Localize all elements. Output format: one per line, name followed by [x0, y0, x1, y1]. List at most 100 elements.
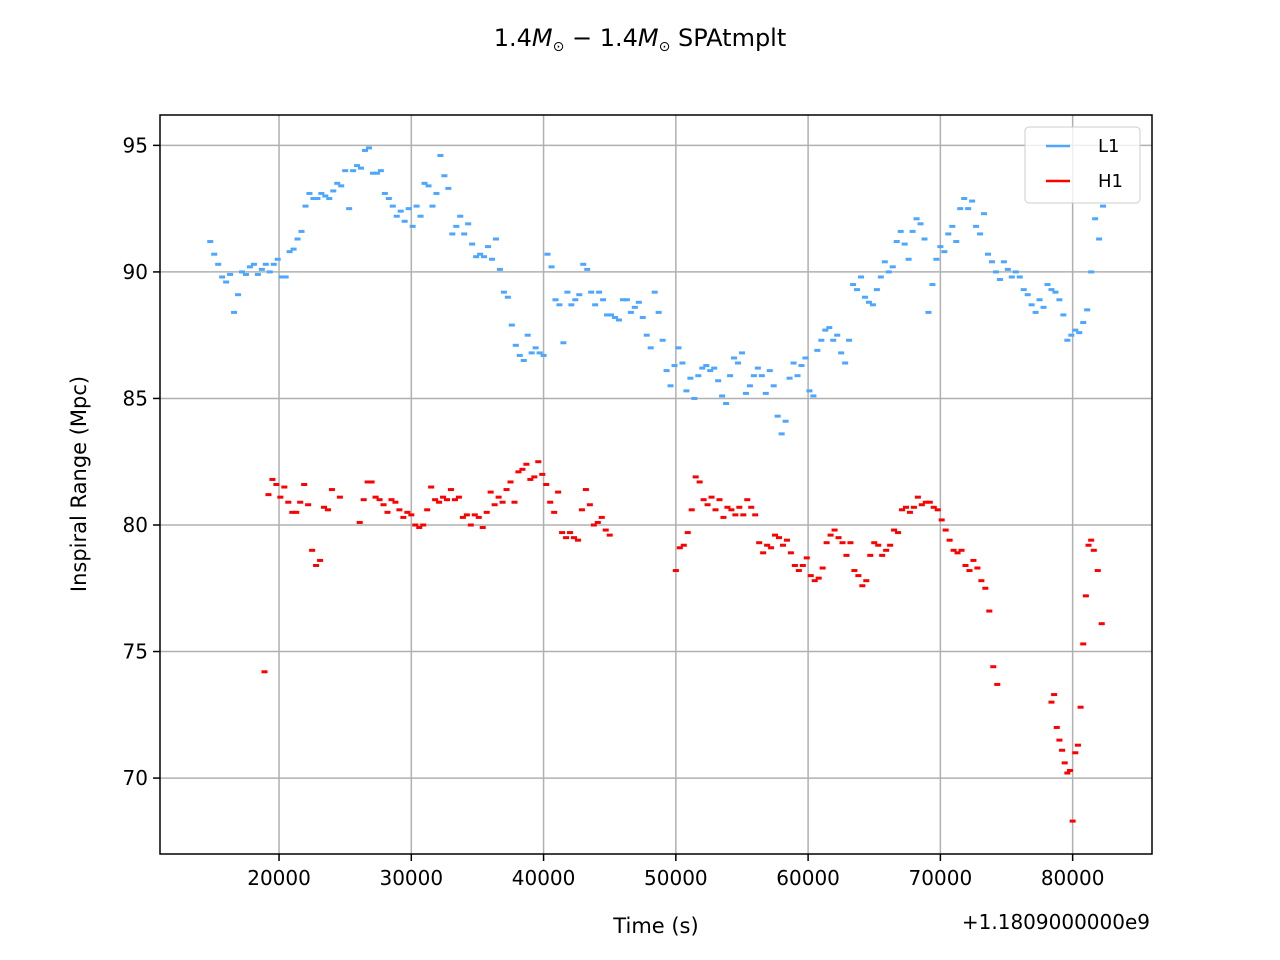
- data-point-h1: [982, 586, 989, 590]
- data-point-l1: [548, 265, 555, 269]
- data-point-l1: [917, 222, 924, 226]
- data-point-h1: [515, 470, 522, 474]
- data-point-h1: [910, 505, 917, 509]
- data-point-h1: [776, 536, 783, 540]
- data-point-l1: [1028, 303, 1035, 307]
- data-point-l1: [1064, 338, 1071, 342]
- data-point-h1: [273, 483, 280, 486]
- data-point-l1: [1060, 313, 1067, 317]
- data-point-l1: [818, 338, 825, 342]
- data-point-l1: [429, 204, 436, 208]
- data-point-h1: [328, 488, 335, 492]
- data-point-l1: [723, 402, 730, 406]
- data-point-l1: [1004, 267, 1011, 271]
- data-point-h1: [676, 546, 683, 550]
- data-point-h1: [962, 563, 969, 567]
- data-point-h1: [906, 510, 913, 514]
- data-point-l1: [953, 240, 960, 244]
- data-point-h1: [1085, 543, 1092, 547]
- data-point-l1: [350, 169, 357, 173]
- data-point-h1: [432, 498, 439, 502]
- data-point-h1: [491, 503, 498, 507]
- x-tick-label: 40000: [512, 866, 576, 890]
- data-point-h1: [871, 541, 878, 545]
- data-point-h1: [950, 548, 957, 552]
- data-point-h1: [563, 536, 570, 540]
- data-point-l1: [1044, 283, 1051, 287]
- data-point-l1: [802, 356, 809, 360]
- data-point-h1: [720, 515, 727, 519]
- data-point-h1: [309, 548, 316, 552]
- data-point-l1: [719, 394, 726, 398]
- data-point-l1: [242, 272, 249, 276]
- data-point-l1: [258, 267, 265, 271]
- data-point-h1: [867, 553, 874, 557]
- data-point-l1: [239, 270, 246, 274]
- data-point-l1: [421, 181, 428, 185]
- data-point-l1: [750, 374, 757, 378]
- data-point-h1: [891, 528, 898, 532]
- data-point-h1: [827, 533, 834, 537]
- data-point-h1: [1066, 768, 1073, 772]
- data-point-l1: [758, 374, 765, 378]
- legend-l1-label: L1: [1098, 136, 1119, 157]
- data-point-l1: [790, 361, 797, 365]
- data-point-h1: [791, 563, 798, 567]
- data-point-l1: [1040, 305, 1047, 309]
- data-point-h1: [539, 472, 546, 476]
- data-point-h1: [938, 518, 945, 522]
- data-point-h1: [1064, 771, 1071, 775]
- data-point-h1: [503, 488, 510, 492]
- data-point-h1: [914, 495, 921, 499]
- data-point-l1: [651, 290, 658, 294]
- data-point-l1: [1024, 293, 1031, 297]
- data-point-h1: [958, 548, 965, 552]
- data-point-l1: [417, 214, 424, 218]
- data-point-h1: [277, 495, 284, 499]
- data-point-h1: [392, 500, 399, 504]
- data-point-l1: [929, 283, 936, 287]
- data-point-h1: [787, 551, 794, 555]
- data-point-l1: [572, 298, 579, 302]
- data-point-l1: [798, 364, 805, 368]
- data-point-l1: [731, 356, 738, 360]
- data-point-h1: [324, 508, 331, 512]
- data-point-l1: [873, 288, 880, 292]
- data-point-l1: [1088, 270, 1095, 274]
- data-point-h1: [1094, 569, 1101, 573]
- data-point-l1: [215, 262, 222, 266]
- data-point-h1: [388, 498, 395, 502]
- data-point-h1: [740, 513, 747, 517]
- data-point-l1: [778, 432, 785, 436]
- data-point-h1: [293, 510, 300, 514]
- data-point-h1: [265, 493, 272, 497]
- data-point-h1: [384, 510, 391, 514]
- x-tick-label: 70000: [909, 866, 973, 890]
- data-point-h1: [372, 495, 379, 499]
- data-point-h1: [447, 488, 454, 492]
- data-point-l1: [675, 346, 682, 350]
- data-point-l1: [973, 224, 980, 228]
- data-point-h1: [459, 515, 466, 519]
- data-point-h1: [436, 500, 443, 504]
- data-point-h1: [716, 498, 723, 502]
- data-point-l1: [1096, 237, 1103, 241]
- data-point-l1: [445, 186, 452, 190]
- legend: L1 H1: [1024, 126, 1141, 204]
- data-point-l1: [611, 315, 618, 319]
- data-point-h1: [1053, 725, 1060, 729]
- data-point-h1: [590, 523, 597, 527]
- data-point-h1: [483, 510, 490, 514]
- data-point-h1: [902, 505, 909, 509]
- data-point-h1: [760, 551, 767, 555]
- x-tick-label: 20000: [247, 866, 311, 890]
- data-point-l1: [703, 364, 710, 368]
- data-point-l1: [302, 204, 309, 208]
- data-point-h1: [803, 556, 810, 560]
- data-point-h1: [692, 475, 699, 479]
- data-point-l1: [540, 353, 547, 357]
- data-point-l1: [556, 303, 563, 307]
- data-point-l1: [981, 212, 988, 216]
- data-point-l1: [552, 298, 559, 302]
- data-point-h1: [606, 533, 613, 537]
